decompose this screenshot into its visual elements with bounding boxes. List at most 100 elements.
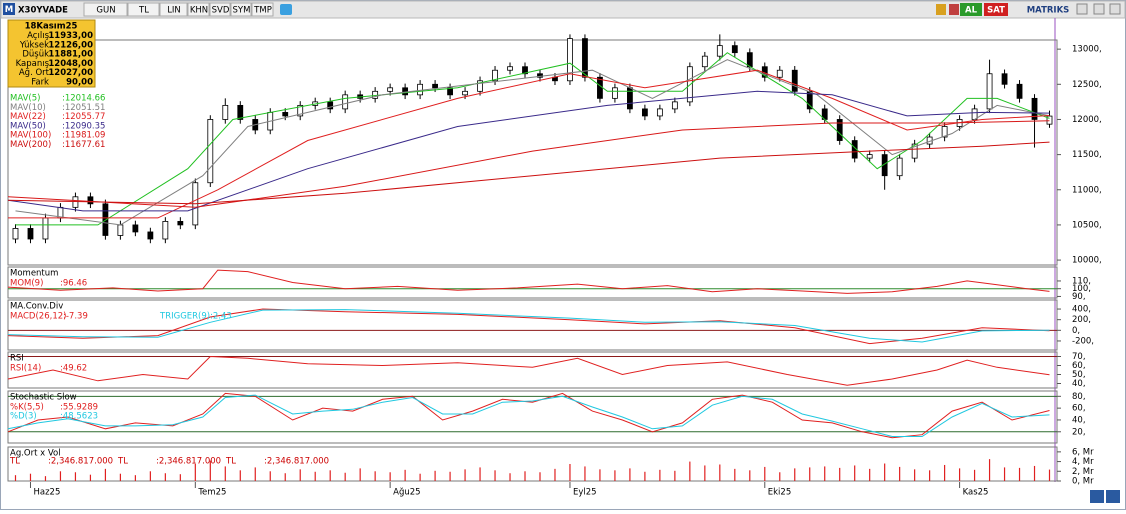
candle-body xyxy=(612,87,618,99)
alarm-icon[interactable] xyxy=(936,4,946,15)
info-value: 12126,00 xyxy=(48,40,93,50)
candle-body xyxy=(731,45,738,54)
pane-title: RSI xyxy=(10,354,24,364)
candle-body xyxy=(417,83,424,96)
volume-bar xyxy=(269,471,271,481)
y-tick-label: 12500, xyxy=(1072,80,1102,90)
toolbar-button-label[interactable]: TMP xyxy=(253,6,272,16)
volume-bar xyxy=(1018,467,1021,481)
toolbar-button-label[interactable]: LIN xyxy=(167,6,181,16)
y-tick-label: 11500, xyxy=(1072,150,1102,160)
toolbar-button-label[interactable]: TL xyxy=(138,6,149,16)
volume-bar xyxy=(314,471,316,481)
brand: MATRIKS xyxy=(1027,6,1070,16)
candle-body xyxy=(597,76,603,99)
pane-title: MA.Conv.Div xyxy=(10,302,63,312)
scroll-left[interactable] xyxy=(1090,490,1104,503)
candle-body xyxy=(716,45,723,57)
toolbar-button-label[interactable]: SVD xyxy=(212,6,230,16)
legend-name: %D(3) xyxy=(10,412,37,422)
sell-button[interactable] xyxy=(984,3,1008,16)
y-tick-label: 11000, xyxy=(1072,185,1102,195)
toolbar-button[interactable] xyxy=(251,2,274,17)
candle-body xyxy=(162,221,169,240)
y-tick-label: 12000, xyxy=(1072,115,1102,125)
volume-bar xyxy=(914,469,916,481)
candle-body xyxy=(1031,97,1038,120)
candle-body xyxy=(462,90,468,96)
info-value: 90,00 xyxy=(66,78,93,88)
close-icon[interactable] xyxy=(949,4,959,15)
toolbar-button[interactable] xyxy=(230,2,252,17)
toolbar-button[interactable] xyxy=(159,2,188,17)
series-line xyxy=(7,120,1050,208)
candle-body xyxy=(1046,115,1053,125)
toolbar-button-label[interactable]: KHN xyxy=(190,6,208,16)
candle-body xyxy=(327,101,334,110)
toolbar-button[interactable] xyxy=(209,2,231,17)
toolbar-button-label[interactable]: SYM xyxy=(233,6,251,16)
candle-body xyxy=(507,66,513,71)
volume-bar xyxy=(689,461,691,481)
volume-bar xyxy=(749,470,751,481)
x-tick-label: Eki25 xyxy=(768,488,791,498)
toolbar-button[interactable] xyxy=(127,2,160,17)
legend-value: :12090.35 xyxy=(62,121,105,131)
volume-bar xyxy=(74,472,77,481)
volume-bar xyxy=(839,467,841,481)
x-tick-label: Tem25 xyxy=(197,488,226,498)
twitter-icon[interactable] xyxy=(280,4,292,15)
pane xyxy=(7,351,1058,389)
buy-label[interactable]: AL xyxy=(965,6,978,16)
candle-body xyxy=(941,126,948,138)
candle-body xyxy=(986,73,993,110)
y-tick-label: 90, xyxy=(1072,292,1086,302)
candle-body xyxy=(492,69,498,82)
y-tick-label: 40, xyxy=(1072,379,1086,389)
scroll-right[interactable] xyxy=(1106,490,1120,503)
toolbar-button[interactable] xyxy=(187,2,210,17)
volume-bar xyxy=(14,475,17,481)
candle-body xyxy=(147,231,154,240)
candle-body xyxy=(537,73,543,78)
legend-name: MAV(200) xyxy=(10,140,51,150)
candle-body xyxy=(776,69,783,78)
series-line xyxy=(7,394,1050,437)
y-tick-label: 70, xyxy=(1072,352,1086,362)
candle-body xyxy=(342,94,349,110)
volume-bar xyxy=(539,472,541,481)
sell-label[interactable]: SAT xyxy=(987,6,1005,16)
candle-body xyxy=(1016,83,1023,99)
candle-body xyxy=(42,217,49,240)
volume-bar xyxy=(149,471,151,481)
legend-name: MACD(26,12) xyxy=(10,312,66,322)
volume-bar xyxy=(479,467,481,481)
window-close[interactable] xyxy=(1109,3,1121,15)
toolbar-button[interactable] xyxy=(83,2,128,17)
info-value: 12048,00 xyxy=(48,59,93,69)
symbol[interactable]: X30YVADE xyxy=(18,6,68,16)
candle-body xyxy=(477,80,483,92)
legend-value: :2,346.817.000 xyxy=(48,457,113,467)
legend-name: MAV(50) xyxy=(10,121,46,131)
candle-body xyxy=(806,90,813,110)
volume-bar xyxy=(899,466,901,481)
legend-value: :11677.61 xyxy=(62,140,105,150)
toolbar-button-label[interactable]: GUN xyxy=(96,6,115,16)
legend-name: TL xyxy=(117,457,128,467)
legend-name: MAV(100) xyxy=(10,131,51,141)
volume-bar xyxy=(134,475,136,481)
candle-body xyxy=(671,101,678,110)
minimize[interactable] xyxy=(1076,3,1088,15)
maximize[interactable] xyxy=(1093,3,1105,15)
series-line xyxy=(7,141,1050,205)
buy-button[interactable] xyxy=(960,3,982,16)
volume-bar xyxy=(734,468,736,481)
volume-bar xyxy=(884,463,886,481)
y-tick-label: 400, xyxy=(1072,305,1091,315)
x-tick-label: Ağu25 xyxy=(393,488,420,498)
candle-body xyxy=(791,69,798,92)
series-line xyxy=(7,355,1050,386)
candle-body xyxy=(402,87,409,96)
